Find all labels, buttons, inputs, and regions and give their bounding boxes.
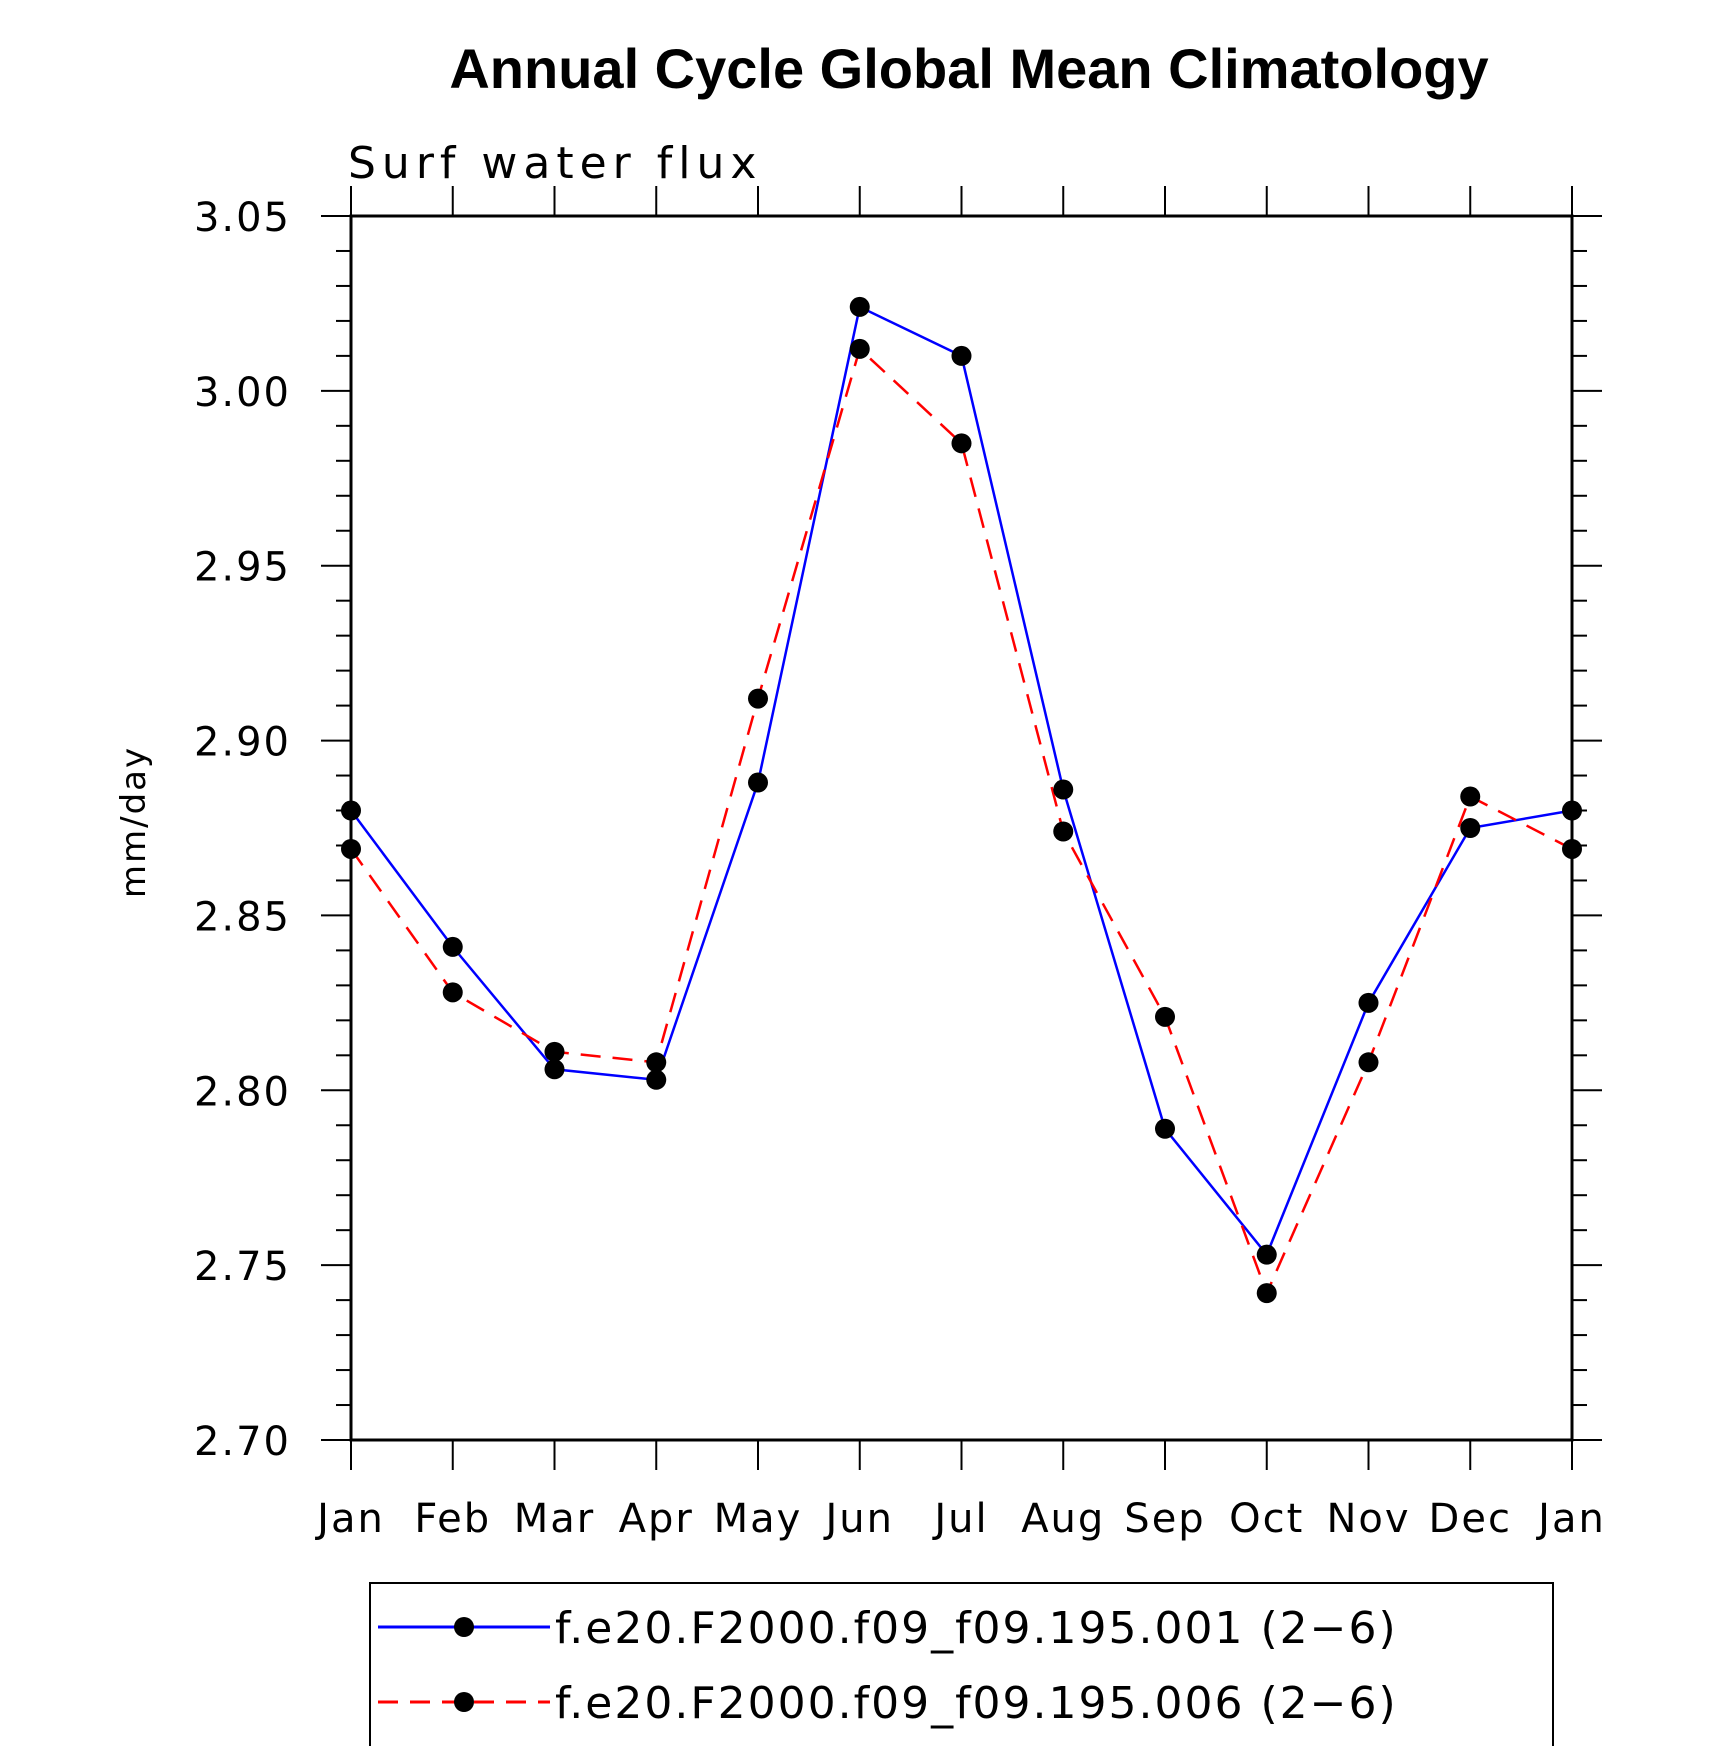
x-tick-label: Dec <box>1429 1496 1512 1542</box>
series-2-point <box>646 1052 667 1073</box>
y-tick-label: 2.85 <box>194 894 291 940</box>
y-tick-label: 2.95 <box>194 545 291 591</box>
series-1-point <box>1460 818 1481 838</box>
series-1-point <box>341 800 361 821</box>
series-2-point <box>1358 1052 1379 1073</box>
y-axis-ticks: 2.70 2.75 2.80 2.85 2.90 2.95 3.00 3.05 <box>194 195 1602 1465</box>
series-1-point <box>849 296 870 317</box>
series-1-point <box>1155 1118 1175 1139</box>
series-1-point <box>748 772 768 793</box>
x-tick-label: Sep <box>1124 1496 1205 1542</box>
series-2-point <box>1256 1283 1277 1304</box>
x-tick-label: Jan <box>1535 1496 1606 1542</box>
series-2-point <box>442 982 463 1003</box>
series-2-point <box>951 433 972 454</box>
series-2-point <box>748 688 768 709</box>
series-line-2 <box>349 346 1573 1297</box>
x-tick-label: May <box>714 1496 803 1542</box>
series-2-point <box>544 1041 565 1062</box>
x-tick-label: Aug <box>1021 1496 1105 1542</box>
series-2-point <box>341 838 361 859</box>
x-tick-label: Jun <box>823 1496 895 1542</box>
series-1-point <box>646 1069 667 1090</box>
x-axis-ticks: Jan Feb Mar Apr May Jun Jul Aug Sep Oct Nov Dec Jan <box>314 186 1606 1542</box>
series-1-point <box>1562 800 1582 821</box>
series-2-point <box>849 338 870 359</box>
chart-title: Annual Cycle Global Mean Climatology <box>449 37 1488 100</box>
legend-marker-2 <box>454 1692 474 1712</box>
x-tick-label: Jan <box>314 1496 385 1542</box>
x-tick-label: Feb <box>414 1496 491 1542</box>
y-tick-label: 2.75 <box>194 1244 291 1290</box>
series-1-point <box>1053 779 1074 800</box>
chart-subtitle: Surf water flux <box>348 138 762 189</box>
series-2-point <box>1460 786 1481 807</box>
legend: f.e20.F2000.f09_f09.195.001 (2−6) f.e20.… <box>369 1582 1554 1746</box>
y-tick-label: 2.80 <box>194 1069 291 1115</box>
x-tick-label: Oct <box>1229 1496 1304 1542</box>
series-1-point <box>1358 992 1379 1013</box>
series-layer <box>341 296 1582 1304</box>
x-tick-label: Nov <box>1326 1496 1410 1542</box>
series-1-point <box>544 1059 565 1080</box>
y-axis-label: mm/day <box>114 746 154 898</box>
y-tick-label: 2.70 <box>194 1419 291 1465</box>
y-tick-label: 2.90 <box>194 720 291 766</box>
legend-label-1: f.e20.F2000.f09_f09.195.001 (2−6) <box>555 1603 1398 1654</box>
series-2-point <box>1053 821 1074 842</box>
legend-box <box>369 1582 1554 1746</box>
legend-marker-1 <box>454 1617 474 1637</box>
series-1-point <box>1256 1244 1277 1265</box>
x-tick-label: Mar <box>514 1496 595 1542</box>
series-1-point <box>951 345 972 366</box>
legend-label-2: f.e20.F2000.f09_f09.195.006 (2−6) <box>555 1678 1398 1729</box>
y-tick-label: 3.00 <box>194 370 291 416</box>
series-1-point <box>442 936 463 957</box>
series-2-point <box>1562 838 1582 859</box>
plot-frame <box>349 214 1574 1442</box>
x-tick-label: Apr <box>619 1496 694 1542</box>
series-2-point <box>1155 1006 1175 1027</box>
x-tick-label: Jul <box>931 1496 988 1542</box>
y-tick-label: 3.05 <box>194 195 291 241</box>
